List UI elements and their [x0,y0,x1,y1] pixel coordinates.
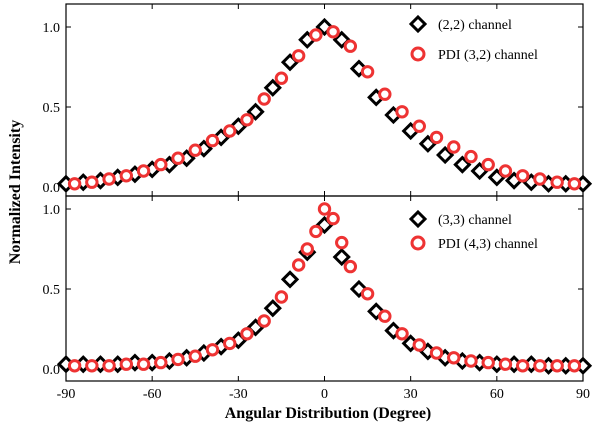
data-point [343,259,358,274]
data-point [171,352,185,367]
data-point [257,314,271,328]
data-point [188,349,202,363]
data-point [240,327,254,341]
legend-marker-diamond [408,209,428,229]
y-tick-label: 0.0 [43,181,61,196]
data-point [395,327,409,341]
data-point [498,357,513,371]
data-point [447,351,461,365]
legend-marker-diamond [408,14,428,34]
legend-marker-circle [410,46,426,62]
y-tick-label: 0.5 [43,101,61,116]
data-point [274,290,289,304]
top-panel: 0.0 0.5 1.0 (2,2) channel PDI (3,2) channel [43,3,593,197]
data-point [453,155,472,174]
data-point [395,105,409,119]
data-point [280,270,300,289]
data-point [240,113,254,127]
data-point [309,28,323,42]
data-point [360,65,375,79]
data-point [246,102,265,121]
data-point [464,149,478,164]
data-point [102,172,116,186]
y-tick-label: 0.5 [43,283,61,298]
data-point [154,157,168,172]
x-tick-label: 90 [576,387,590,402]
series-circle [67,25,582,191]
data-point [263,78,282,97]
data-point [378,309,392,323]
data-point [317,202,332,216]
data-point [223,336,237,351]
data-point [332,247,351,267]
y-tick-label: 0.0 [43,363,61,378]
x-tick-label: -60 [143,387,162,402]
legend-label: PDI (4,3) channel [438,237,538,252]
data-point [550,359,564,373]
x-tick-label: 0 [321,387,328,402]
data-point [429,346,444,360]
y-axis-label: Normalized Intensity [7,120,24,264]
data-point [429,130,444,145]
data-point [533,172,547,186]
data-point [567,177,582,191]
series-diamond [56,17,593,193]
data-point [481,355,495,370]
bottom-panel: 0.0 0.5 1.0 -90 -60 -30 0 30 60 90 (3,3) channel PD… [43,195,593,402]
data-point [447,140,461,154]
data-point [343,39,358,53]
legend-label: (2,2) channel [438,18,512,33]
x-axis-label: Angular Distribution (Degree) [225,405,432,422]
data-point [412,119,426,133]
data-point [412,338,426,352]
data-point [274,71,289,85]
data-point [533,359,547,373]
data-point [119,169,134,183]
data-point [326,211,340,226]
data-point [378,87,392,101]
y-tick-label: 1.0 [43,203,61,218]
data-point [550,175,564,189]
data-point [436,145,455,165]
data-point [498,164,513,178]
data-point [567,359,582,373]
data-point [136,164,151,178]
data-point [67,177,82,191]
data-point [291,49,306,63]
data-point [67,359,82,373]
x-tick-label: -90 [57,387,76,402]
data-point [309,224,323,239]
data-point [85,175,99,189]
data-point [188,143,202,157]
data-point [223,124,237,138]
data-point [515,359,530,373]
legend-label: PDI (3,2) channel [438,48,538,63]
data-point [171,151,185,165]
legend-marker-circle [410,235,426,251]
data-point [360,287,375,301]
data-point [136,357,151,371]
data-point [205,133,220,148]
y-tick-label: 1.0 [43,21,61,36]
legend-label: (3,3) channel [438,213,512,228]
data-point [257,92,271,106]
data-point [154,355,168,370]
data-point [263,299,282,318]
series-circle [67,202,582,373]
data-point [102,359,116,373]
data-point [326,25,340,39]
data-point [300,242,314,256]
data-point [119,357,134,371]
data-point [515,169,530,183]
data-point [464,354,478,368]
data-point [335,235,349,250]
data-point [85,359,99,373]
x-tick-label: 60 [490,387,504,402]
data-point [481,157,495,172]
data-point [205,343,220,357]
x-tick-label: -30 [229,387,248,402]
x-tick-label: 30 [404,387,418,402]
data-point [291,258,306,272]
